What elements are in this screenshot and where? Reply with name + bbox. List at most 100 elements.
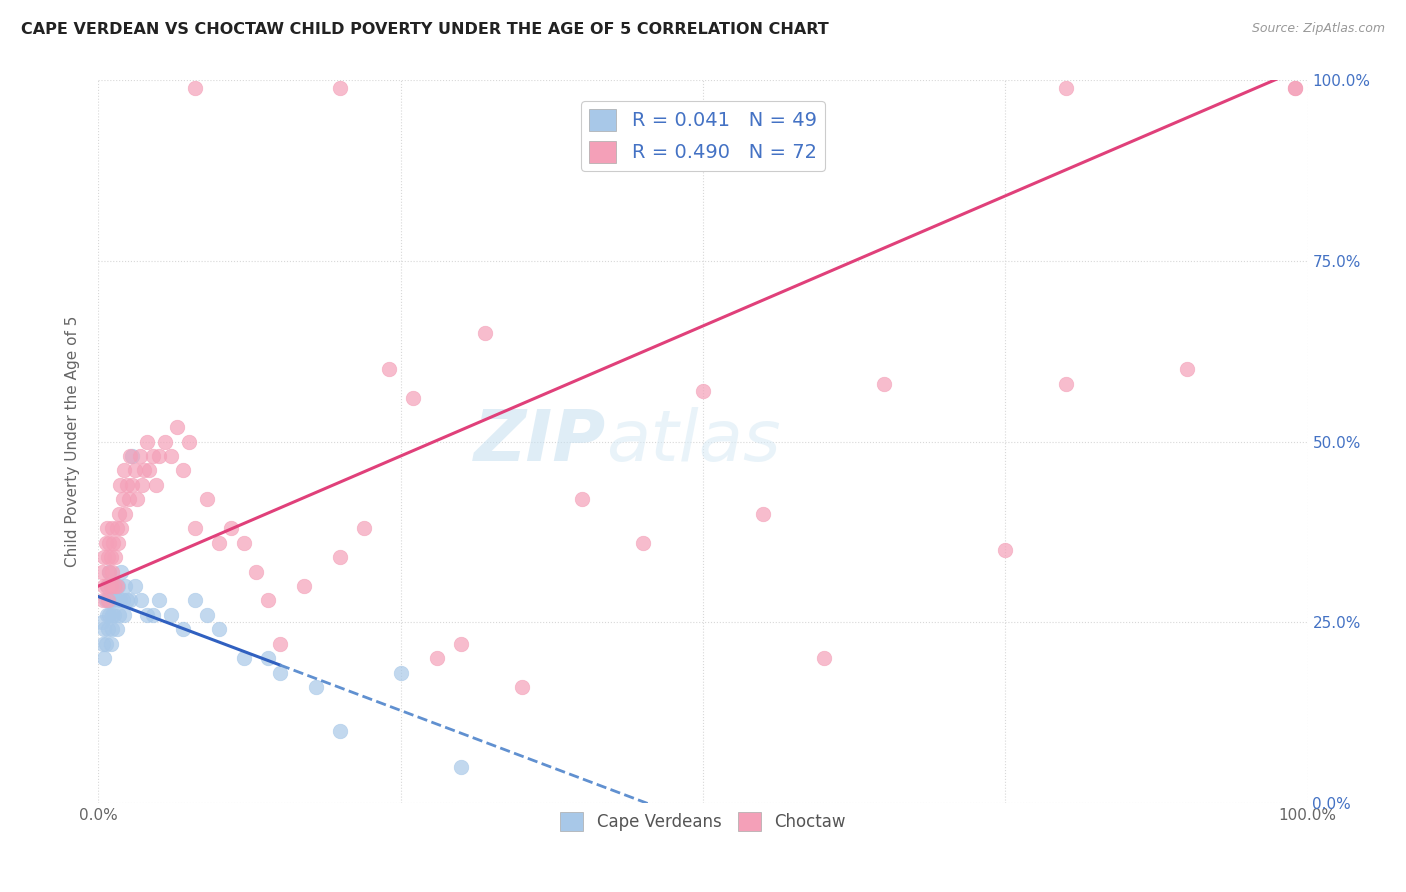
Point: [135, 607, 157, 622]
Point: [105, 521, 128, 535]
Point: [269, 665, 291, 680]
Point: [91, 565, 114, 579]
Point: [269, 637, 291, 651]
Point: [135, 434, 157, 449]
Point: [105, 623, 128, 637]
Point: [111, 593, 134, 607]
Point: [153, 434, 176, 449]
Text: Source: ZipAtlas.com: Source: ZipAtlas.com: [1251, 22, 1385, 36]
Point: [93, 623, 115, 637]
Point: [103, 607, 125, 622]
Point: [114, 507, 136, 521]
Point: [994, 542, 1017, 557]
Point: [631, 535, 654, 549]
Point: [101, 593, 124, 607]
Point: [100, 521, 122, 535]
Point: [256, 593, 278, 607]
Point: [93, 550, 115, 565]
Point: [305, 680, 328, 694]
Point: [329, 80, 352, 95]
Legend: Cape Verdeans, Choctaw: Cape Verdeans, Choctaw: [553, 805, 853, 838]
Point: [100, 637, 122, 651]
Point: [110, 565, 132, 579]
Text: atlas: atlas: [606, 407, 780, 476]
Point: [111, 492, 134, 507]
Point: [1284, 80, 1306, 95]
Point: [117, 478, 139, 492]
Point: [107, 579, 129, 593]
Point: [1054, 80, 1077, 95]
Point: [172, 623, 194, 637]
Point: [292, 579, 315, 593]
Point: [121, 478, 143, 492]
Point: [221, 521, 243, 535]
Point: [96, 579, 118, 593]
Point: [1175, 362, 1198, 376]
Point: [208, 535, 231, 549]
Point: [91, 615, 114, 630]
Point: [93, 651, 115, 665]
Point: [129, 593, 152, 607]
Point: [184, 593, 207, 607]
Point: [112, 463, 135, 477]
Point: [245, 565, 267, 579]
Y-axis label: Child Poverty Under the Age of 5: Child Poverty Under the Age of 5: [65, 316, 80, 567]
Point: [105, 579, 128, 593]
Point: [97, 550, 120, 565]
Point: [101, 535, 124, 549]
Point: [93, 579, 115, 593]
Point: [148, 593, 170, 607]
Point: [114, 579, 136, 593]
Point: [112, 607, 135, 622]
Point: [142, 449, 165, 463]
Point: [96, 521, 118, 535]
Point: [1284, 80, 1306, 95]
Point: [100, 579, 122, 593]
Point: [104, 579, 127, 593]
Point: [402, 391, 425, 405]
Point: [450, 637, 472, 651]
Point: [105, 593, 128, 607]
Point: [104, 550, 127, 565]
Text: CAPE VERDEAN VS CHOCTAW CHILD POVERTY UNDER THE AGE OF 5 CORRELATION CHART: CAPE VERDEAN VS CHOCTAW CHILD POVERTY UN…: [21, 22, 830, 37]
Point: [103, 579, 125, 593]
Point: [108, 607, 131, 622]
Point: [160, 449, 183, 463]
Point: [752, 507, 775, 521]
Point: [208, 623, 231, 637]
Point: [160, 607, 183, 622]
Point: [571, 492, 593, 507]
Point: [94, 593, 117, 607]
Point: [510, 680, 533, 694]
Point: [134, 463, 156, 477]
Point: [195, 492, 218, 507]
Point: [108, 507, 131, 521]
Point: [100, 579, 122, 593]
Point: [138, 463, 160, 477]
Point: [91, 593, 114, 607]
Point: [329, 723, 352, 738]
Point: [329, 550, 352, 565]
Point: [118, 593, 141, 607]
Point: [98, 565, 121, 579]
Point: [118, 449, 141, 463]
Point: [117, 593, 139, 607]
Point: [142, 607, 165, 622]
Point: [426, 651, 449, 665]
Point: [128, 449, 150, 463]
Point: [98, 565, 121, 579]
Point: [96, 579, 118, 593]
Text: ZIP: ZIP: [474, 407, 606, 476]
Point: [145, 478, 167, 492]
Point: [256, 651, 278, 665]
Point: [94, 535, 117, 549]
Point: [98, 535, 121, 549]
Point: [131, 478, 153, 492]
Point: [100, 623, 122, 637]
Point: [124, 579, 146, 593]
Point: [96, 607, 118, 622]
Point: [127, 492, 149, 507]
Point: [813, 651, 835, 665]
Point: [110, 521, 132, 535]
Point: [108, 593, 131, 607]
